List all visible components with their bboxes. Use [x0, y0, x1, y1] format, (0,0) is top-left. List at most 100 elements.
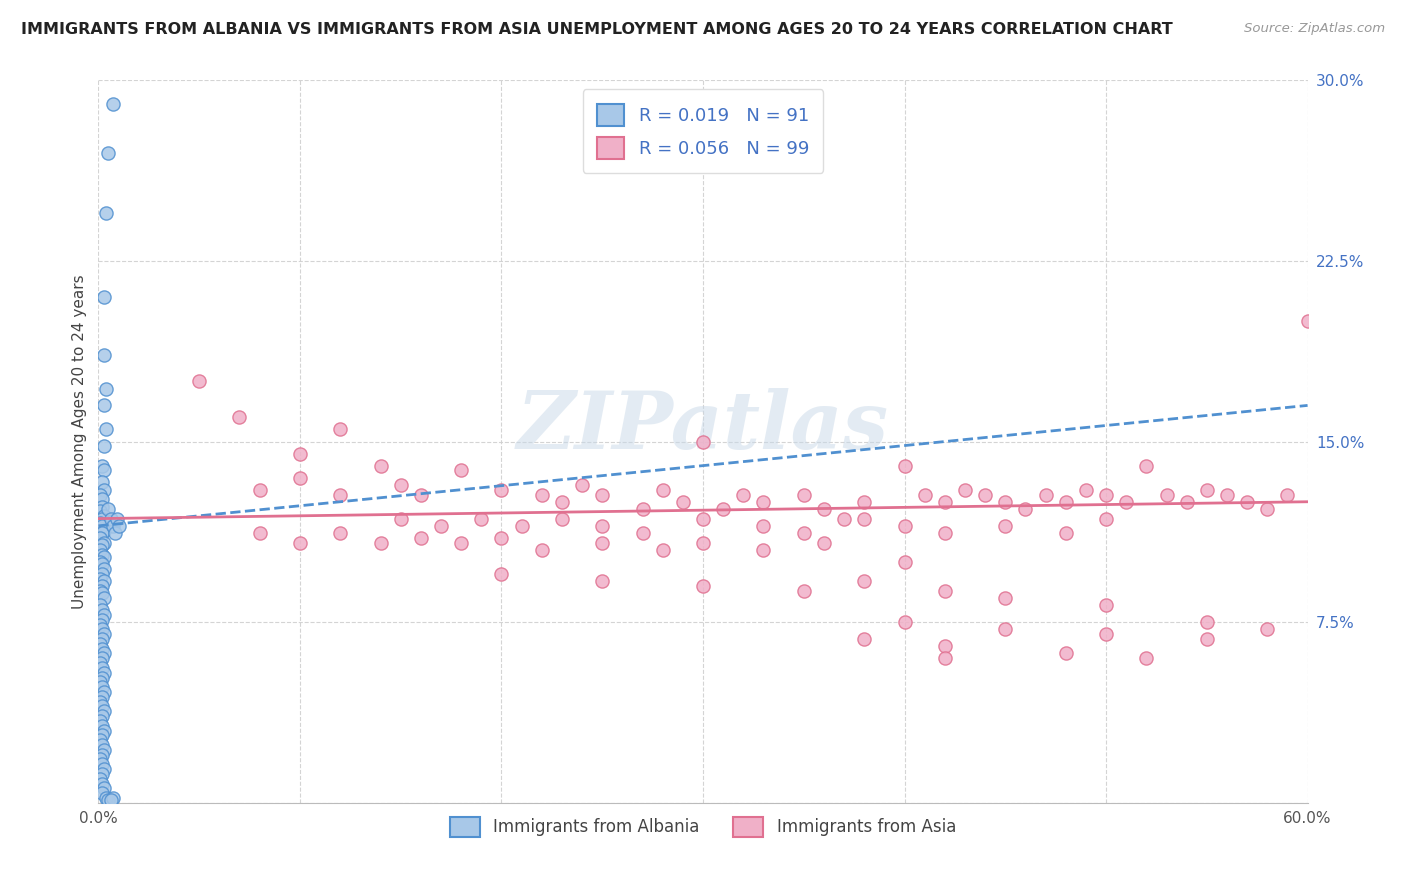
Point	[893, 555, 915, 569]
Point	[93, 647, 115, 661]
Point	[91, 632, 114, 646]
Point	[96, 791, 118, 805]
Point	[103, 526, 125, 541]
Point	[1014, 502, 1036, 516]
Point	[470, 511, 492, 525]
Point	[100, 511, 122, 525]
Point	[89, 752, 111, 766]
Point	[853, 574, 876, 589]
Point	[97, 145, 120, 160]
Point	[89, 733, 111, 747]
Point	[96, 205, 118, 219]
Point	[93, 348, 115, 362]
Point	[93, 723, 115, 738]
Point	[1256, 502, 1278, 516]
Point	[188, 374, 211, 388]
Point	[1195, 632, 1218, 646]
Point	[91, 526, 114, 541]
Point	[329, 487, 352, 501]
Point	[510, 518, 533, 533]
Point	[91, 690, 114, 704]
Point	[692, 434, 714, 449]
Point	[752, 542, 775, 557]
Point	[91, 613, 114, 627]
Point	[97, 502, 120, 516]
Point	[491, 483, 513, 497]
Point	[1156, 487, 1178, 501]
Point	[93, 524, 115, 538]
Point	[934, 651, 956, 665]
Point	[752, 518, 775, 533]
Point	[91, 747, 114, 762]
Point	[934, 526, 956, 541]
Point	[288, 446, 311, 460]
Point	[409, 531, 432, 545]
Point	[91, 651, 114, 665]
Point	[893, 615, 915, 630]
Point	[93, 398, 115, 412]
Point	[91, 671, 114, 685]
Point	[93, 550, 115, 565]
Point	[893, 518, 915, 533]
Point	[711, 502, 734, 516]
Text: IMMIGRANTS FROM ALBANIA VS IMMIGRANTS FROM ASIA UNEMPLOYMENT AMONG AGES 20 TO 24: IMMIGRANTS FROM ALBANIA VS IMMIGRANTS FR…	[21, 22, 1173, 37]
Point	[93, 509, 115, 524]
Point	[651, 542, 673, 557]
Point	[591, 487, 613, 501]
Point	[994, 518, 1017, 533]
Point	[631, 502, 654, 516]
Point	[91, 661, 114, 675]
Point	[96, 382, 118, 396]
Point	[101, 518, 124, 533]
Point	[813, 535, 835, 549]
Point	[1054, 494, 1077, 508]
Point	[853, 632, 876, 646]
Point	[93, 607, 115, 622]
Point	[105, 511, 128, 525]
Point	[733, 487, 755, 501]
Point	[450, 535, 472, 549]
Point	[370, 458, 392, 473]
Point	[89, 487, 111, 501]
Point	[91, 623, 114, 637]
Point	[651, 483, 673, 497]
Point	[1095, 511, 1118, 525]
Point	[101, 97, 124, 112]
Point	[91, 709, 114, 723]
Point	[89, 572, 111, 586]
Point	[89, 531, 111, 545]
Point	[1095, 487, 1118, 501]
Point	[91, 500, 114, 514]
Point	[93, 562, 115, 576]
Point	[813, 502, 835, 516]
Point	[89, 714, 111, 728]
Point	[389, 511, 412, 525]
Point	[1054, 526, 1077, 541]
Point	[551, 511, 574, 525]
Point	[93, 762, 115, 776]
Point	[832, 511, 855, 525]
Point	[89, 583, 111, 598]
Point	[93, 627, 115, 641]
Point	[91, 579, 114, 593]
Point	[631, 526, 654, 541]
Point	[91, 786, 114, 800]
Point	[89, 656, 111, 670]
Point	[89, 637, 111, 651]
Point	[994, 494, 1017, 508]
Point	[91, 586, 114, 600]
Point	[91, 719, 114, 733]
Point	[91, 776, 114, 790]
Point	[288, 535, 311, 549]
Point	[409, 487, 432, 501]
Point	[89, 516, 111, 531]
Point	[93, 781, 115, 796]
Point	[953, 483, 976, 497]
Point	[91, 492, 114, 507]
Point	[571, 478, 593, 492]
Point	[89, 504, 111, 518]
Point	[89, 675, 111, 690]
Point	[329, 526, 352, 541]
Point	[93, 685, 115, 699]
Point	[491, 567, 513, 582]
